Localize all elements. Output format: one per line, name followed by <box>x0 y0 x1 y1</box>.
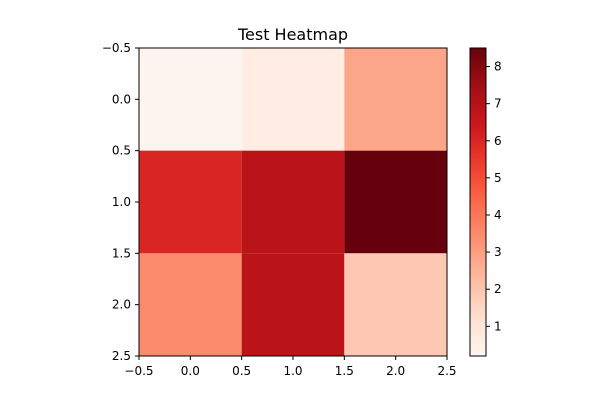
y-tick-label: 1.5 <box>112 246 131 260</box>
heatmap-cell-r0-c1 <box>241 48 345 151</box>
heatmap-cell-r2-c2 <box>344 253 447 356</box>
x-tick-label: −0.5 <box>124 364 153 378</box>
colorbar-tick-label: 6 <box>494 134 502 148</box>
x-axis: −0.5 0.0 0.5 1.0 1.5 2.0 2.5 <box>124 356 457 378</box>
colorbar-tick-label: 7 <box>494 97 502 111</box>
x-tick-label: 1.5 <box>335 364 354 378</box>
y-tick-label: 0.5 <box>112 144 131 158</box>
colorbar-tick-label: 3 <box>494 245 502 259</box>
x-tick-label: 2.5 <box>437 364 456 378</box>
colorbar-tick-label: 4 <box>494 208 502 222</box>
x-tick-label: 0.0 <box>181 364 200 378</box>
y-tick-label: −0.5 <box>102 41 131 55</box>
y-axis: −0.5 0.0 0.5 1.0 1.5 2.0 2.5 <box>102 41 139 363</box>
heatmap-cell-r1-c2 <box>344 150 447 254</box>
chart-title: Test Heatmap <box>237 25 348 44</box>
heatmap-cell-r2-c1 <box>241 253 345 356</box>
heatmap-cell-r1-c1 <box>241 150 345 254</box>
colorbar-ticks: 1 2 3 4 5 6 7 8 <box>486 60 502 333</box>
y-tick-label: 2.0 <box>112 298 131 312</box>
colorbar-tick-label: 1 <box>494 319 502 333</box>
colorbar-tick-label: 8 <box>494 60 502 74</box>
y-tick-label: 0.0 <box>112 92 131 106</box>
colorbar-frame <box>469 47 487 357</box>
heatmap-cell-r0-c0 <box>139 48 242 151</box>
heatmap-cell-r0-c2 <box>344 48 447 151</box>
y-tick-label: 2.5 <box>112 349 131 363</box>
x-tick-label: 1.0 <box>283 364 302 378</box>
colorbar-tick-label: 2 <box>494 282 502 296</box>
heatmap-cells <box>139 48 447 356</box>
heatmap-cell-r2-c0 <box>139 253 242 356</box>
x-tick-label: 0.5 <box>232 364 251 378</box>
x-tick-label: 2.0 <box>386 364 405 378</box>
heatmap-cell-r1-c0 <box>139 150 242 254</box>
colorbar-tick-label: 5 <box>494 171 502 185</box>
y-tick-label: 1.0 <box>112 195 131 209</box>
colorbar-gradient <box>470 48 486 356</box>
colorbar: 1 2 3 4 5 6 7 8 <box>469 47 502 357</box>
